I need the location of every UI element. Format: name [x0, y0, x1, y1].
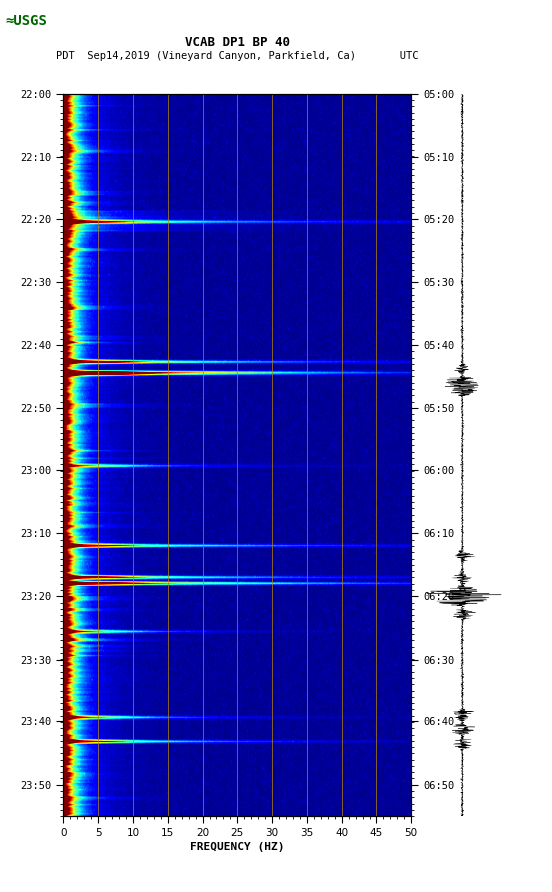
Text: PDT  Sep14,2019 (Vineyard Canyon, Parkfield, Ca)       UTC: PDT Sep14,2019 (Vineyard Canyon, Parkfie…	[56, 51, 418, 61]
X-axis label: FREQUENCY (HZ): FREQUENCY (HZ)	[190, 842, 285, 852]
Text: ≈USGS: ≈USGS	[6, 14, 47, 29]
Text: VCAB DP1 BP 40: VCAB DP1 BP 40	[185, 36, 290, 49]
